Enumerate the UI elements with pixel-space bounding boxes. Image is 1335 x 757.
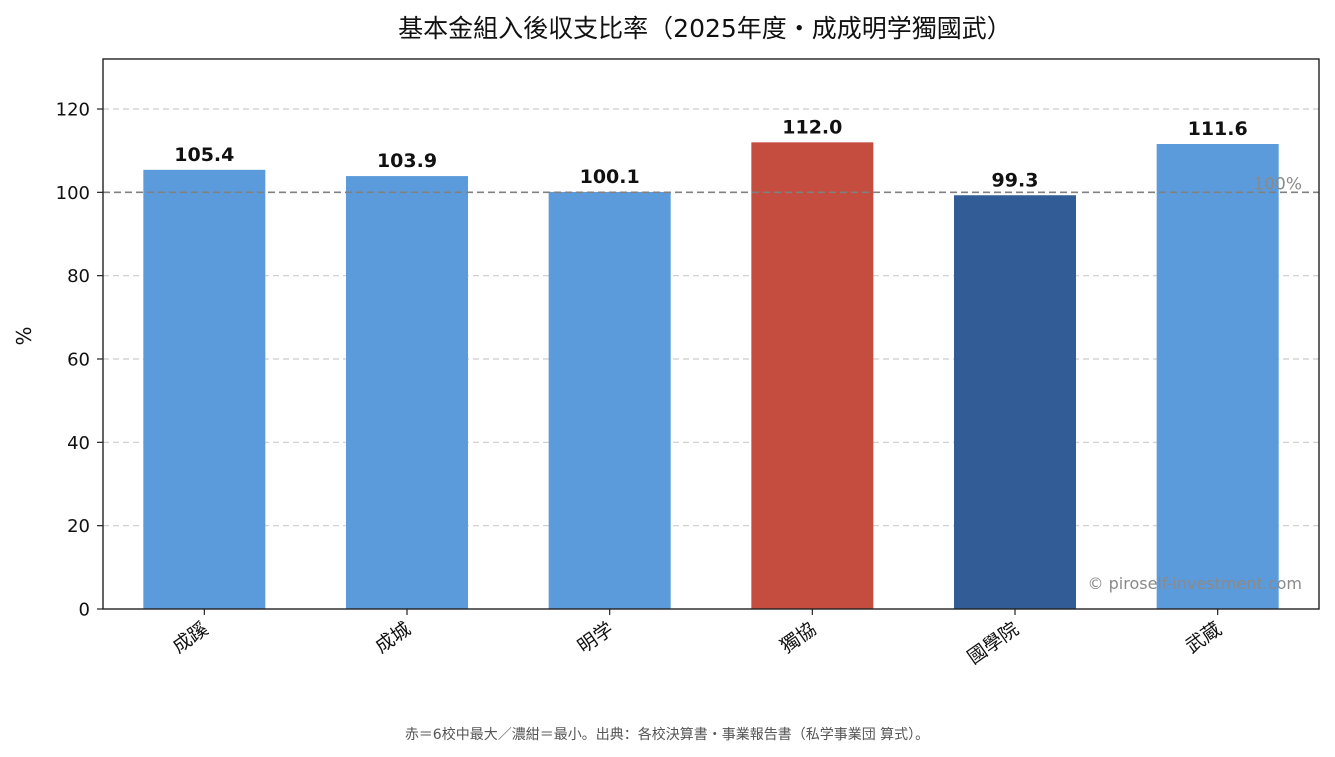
y-tick-label: 100 (56, 183, 90, 204)
y-tick-label: 20 (67, 516, 90, 537)
y-axis-label: % (12, 326, 36, 345)
bar-3 (751, 142, 874, 610)
x-tick-label: 成蹊 (168, 618, 212, 658)
chart-title: 基本金組入後収支比率（2025年度・成成明学獨國武） (398, 14, 1012, 43)
bar-0 (143, 169, 266, 610)
bar-layer (143, 142, 1279, 610)
value-label: 103.9 (377, 150, 437, 172)
y-tick-label: 0 (79, 600, 90, 621)
bar-5 (1156, 144, 1279, 609)
value-label: 99.3 (992, 169, 1039, 191)
label-layer: 105.4 103.9 100.1 112.0 99.3 111.6 (174, 116, 1247, 191)
value-label: 111.6 (1188, 118, 1248, 140)
y-tick-label: 40 (67, 433, 90, 454)
x-tick-label: 明学 (574, 618, 618, 658)
reference-layer: 100% (103, 174, 1319, 194)
reference-line-label: 100% (1253, 174, 1302, 194)
y-tick-label: 60 (67, 350, 90, 371)
x-tick-label: 成城 (371, 618, 415, 658)
plot-frame (102, 58, 1320, 610)
grid-layer (103, 108, 1319, 527)
bar-1 (346, 176, 468, 610)
value-label: 100.1 (580, 166, 640, 188)
value-label: 105.4 (174, 144, 234, 166)
bar-4 (954, 195, 1076, 609)
x-tick-label: 武蔵 (1182, 618, 1226, 658)
source-note: 赤＝6校中最大／濃紺＝最小。出典：各校決算書・事業報告書（私学事業団 算式）。 (405, 726, 929, 743)
value-label: 112.0 (782, 116, 842, 138)
y-tick-label: 80 (67, 266, 90, 287)
x-tick-label: 國學院 (964, 618, 1023, 669)
bar-2 (548, 191, 671, 609)
y-tick-label: 120 (56, 100, 90, 121)
x-tick-label: 獨協 (776, 618, 820, 658)
watermark-text: © piroself-investment.com (1088, 574, 1302, 593)
